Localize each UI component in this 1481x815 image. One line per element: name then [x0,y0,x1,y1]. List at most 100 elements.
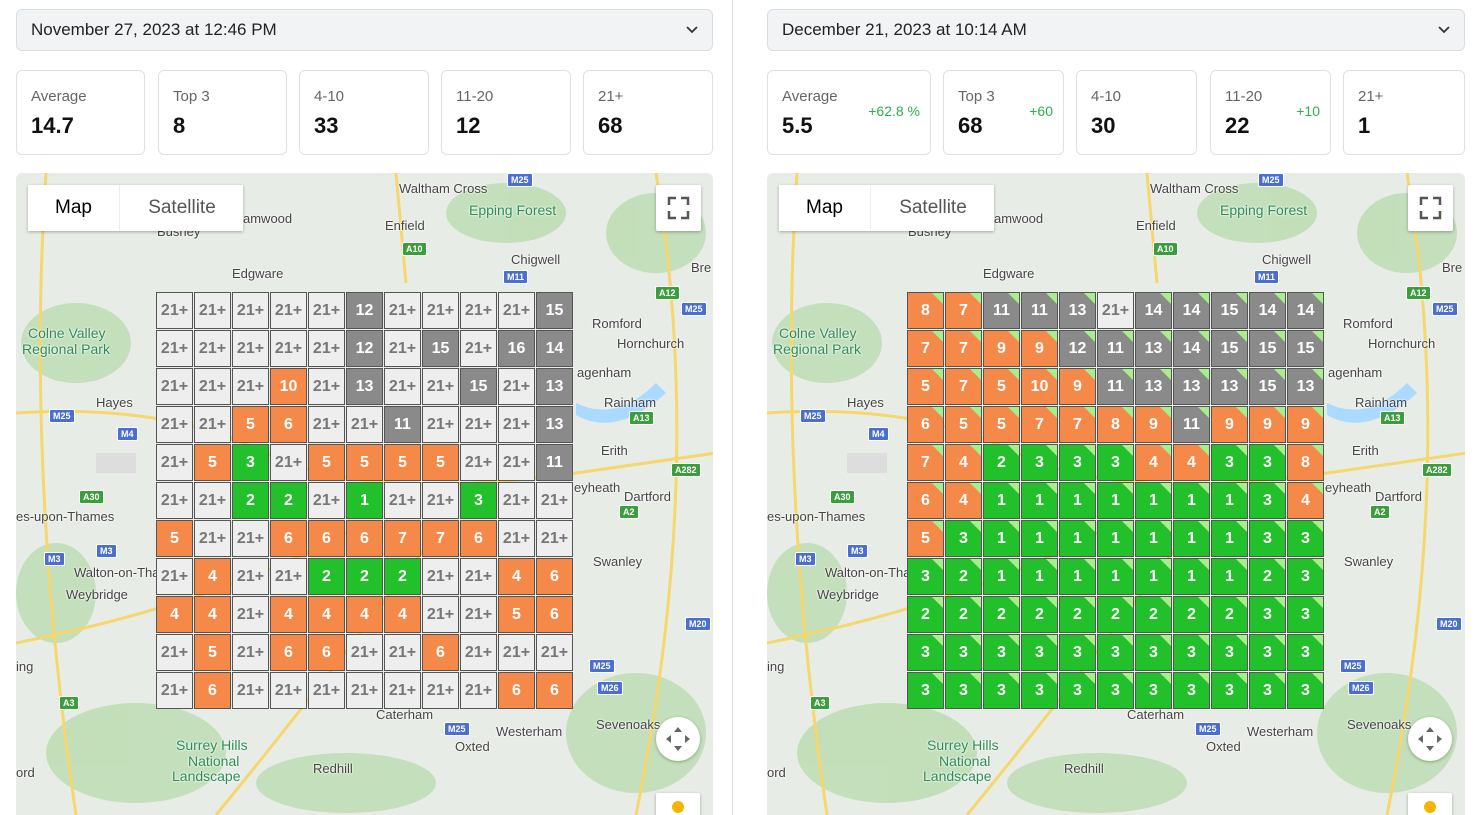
grid-cell[interactable]: 21+ [156,672,193,709]
grid-cell[interactable]: 21+ [384,330,421,367]
grid-cell[interactable]: 2 [945,558,982,595]
grid-cell[interactable]: 3 [1249,672,1286,709]
grid-cell[interactable]: 6 [194,672,231,709]
grid-cell[interactable]: 9 [983,330,1020,367]
grid-cell[interactable]: 4 [384,596,421,633]
grid-cell[interactable]: 6 [460,520,497,557]
grid-cell[interactable]: 3 [1059,634,1096,671]
grid-cell[interactable]: 15 [460,368,497,405]
grid-cell[interactable]: 7 [907,444,944,481]
grid-cell[interactable]: 2 [1249,558,1286,595]
grid-cell[interactable]: 3 [1021,444,1058,481]
grid-cell[interactable]: 3 [1249,634,1286,671]
grid-cell[interactable]: 21+ [384,672,421,709]
grid-cell[interactable]: 15 [1211,292,1248,329]
grid-cell[interactable]: 15 [1287,330,1324,367]
grid-cell[interactable]: 3 [1135,634,1172,671]
grid-cell[interactable]: 3 [983,634,1020,671]
grid-cell[interactable]: 3 [1287,596,1324,633]
grid-cell[interactable]: 3 [1287,520,1324,557]
grid-cell[interactable]: 11 [1173,406,1210,443]
grid-cell[interactable]: 15 [1249,368,1286,405]
grid-cell[interactable]: 21+ [422,292,459,329]
grid-cell[interactable]: 1 [1173,520,1210,557]
satellite-tab[interactable]: Satellite [119,185,244,231]
grid-cell[interactable]: 3 [1287,634,1324,671]
grid-cell[interactable]: 21+ [422,406,459,443]
grid-cell[interactable]: 6 [308,520,345,557]
grid-cell[interactable]: 5 [983,406,1020,443]
grid-cell[interactable]: 3 [232,444,269,481]
grid-cell[interactable]: 2 [1135,596,1172,633]
grid-cell[interactable]: 21+ [498,444,535,481]
grid-cell[interactable]: 1 [1059,558,1096,595]
grid-cell[interactable]: 21+ [384,292,421,329]
grid-cell[interactable]: 21+ [460,634,497,671]
grid-cell[interactable]: 10 [270,368,307,405]
grid-cell[interactable]: 2 [308,558,345,595]
grid-cell[interactable]: 3 [1173,634,1210,671]
grid-cell[interactable]: 21+ [460,292,497,329]
grid-cell[interactable]: 1 [1211,482,1248,519]
grid-cell[interactable]: 21+ [384,482,421,519]
grid-cell[interactable]: 3 [1135,672,1172,709]
grid-cell[interactable]: 3 [945,520,982,557]
grid-cell[interactable]: 21+ [232,330,269,367]
grid-cell[interactable]: 7 [1021,406,1058,443]
grid-cell[interactable]: 4 [194,596,231,633]
grid-cell[interactable]: 21+ [422,368,459,405]
grid-cell[interactable]: 21+ [460,330,497,367]
grid-cell[interactable]: 7 [1059,406,1096,443]
grid-cell[interactable]: 1 [1211,520,1248,557]
grid-cell[interactable]: 1 [1173,558,1210,595]
grid-cell[interactable]: 3 [1021,672,1058,709]
grid-cell[interactable]: 11 [983,292,1020,329]
grid-cell[interactable]: 21+ [308,330,345,367]
grid-cell[interactable]: 15 [536,292,573,329]
grid-cell[interactable]: 1 [1021,520,1058,557]
grid-cell[interactable]: 3 [1173,672,1210,709]
grid-cell[interactable]: 9 [1135,406,1172,443]
grid-cell[interactable]: 21+ [498,520,535,557]
grid-cell[interactable]: 10 [1021,368,1058,405]
grid-cell[interactable]: 21+ [346,634,383,671]
grid-cell[interactable]: 7 [945,330,982,367]
grid-cell[interactable]: 6 [536,672,573,709]
grid-cell[interactable]: 4 [945,444,982,481]
grid-cell[interactable]: 15 [1211,330,1248,367]
grid-cell[interactable]: 4 [1173,444,1210,481]
grid-cell[interactable]: 21+ [194,482,231,519]
grid-cell[interactable]: 3 [1097,672,1134,709]
grid-cell[interactable]: 21+ [156,482,193,519]
grid-cell[interactable]: 2 [983,596,1020,633]
grid-cell[interactable]: 3 [1287,672,1324,709]
grid-cell[interactable]: 9 [1059,368,1096,405]
grid-cell[interactable]: 21+ [156,444,193,481]
grid-cell[interactable]: 21+ [460,558,497,595]
grid-cell[interactable]: 21+ [308,368,345,405]
grid-cell[interactable]: 12 [1059,330,1096,367]
grid-cell[interactable]: 15 [422,330,459,367]
grid-cell[interactable]: 1 [983,558,1020,595]
grid-cell[interactable]: 21+ [194,406,231,443]
grid-cell[interactable]: 1 [1173,482,1210,519]
grid-cell[interactable]: 8 [907,292,944,329]
grid-cell[interactable]: 7 [945,368,982,405]
grid-cell[interactable]: 6 [536,558,573,595]
grid-cell[interactable]: 13 [1135,330,1172,367]
grid-cell[interactable]: 5 [945,406,982,443]
grid-cell[interactable]: 21+ [460,672,497,709]
grid-cell[interactable]: 21+ [384,634,421,671]
grid-cell[interactable]: 21+ [498,482,535,519]
grid-cell[interactable]: 5 [194,444,231,481]
fullscreen-button[interactable] [1408,185,1453,231]
grid-cell[interactable]: 21+ [346,672,383,709]
grid-cell[interactable]: 3 [1249,444,1286,481]
grid-cell[interactable]: 6 [270,406,307,443]
map-tab[interactable]: Map [806,197,843,218]
grid-cell[interactable]: 11 [1097,368,1134,405]
grid-cell[interactable]: 3 [1249,596,1286,633]
grid-cell[interactable]: 21+ [536,482,573,519]
grid-cell[interactable]: 21+ [498,292,535,329]
camera-control[interactable] [656,717,700,761]
